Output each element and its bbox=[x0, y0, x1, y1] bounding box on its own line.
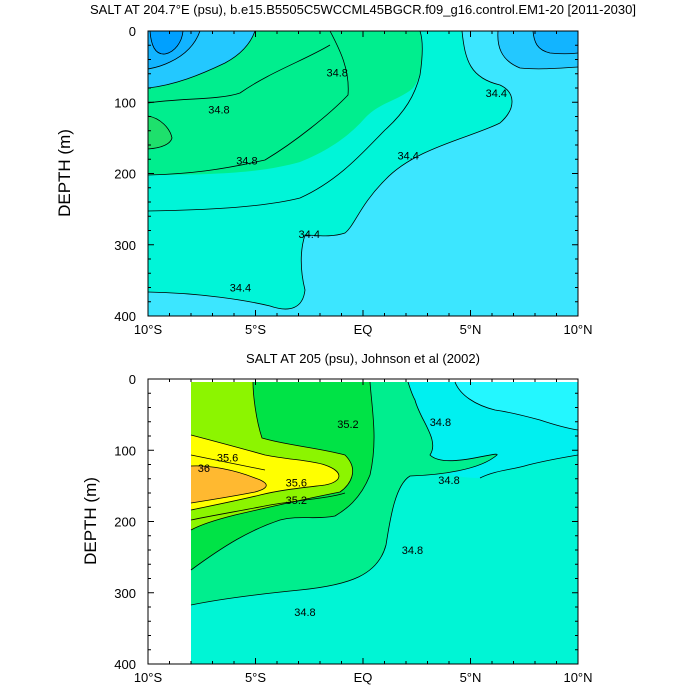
x-tick-label: EQ bbox=[354, 670, 373, 685]
contour-label: 35.6 bbox=[217, 452, 238, 464]
top-contour-labels: 34.8 34.8 34.8 34.4 34.4 34.4 34.4 bbox=[208, 67, 507, 294]
top-y-axis-label: DEPTH (m) bbox=[55, 129, 74, 217]
contour-label: 34.4 bbox=[397, 151, 418, 163]
y-tick-label: 400 bbox=[114, 657, 136, 672]
x-tick-label: 10°N bbox=[563, 670, 592, 685]
y-tick-label: 300 bbox=[114, 586, 136, 601]
y-tick-label: 200 bbox=[114, 515, 136, 530]
bottom-contour-line bbox=[190, 381, 354, 531]
bottom-contour-line bbox=[190, 492, 346, 521]
top-contour-line bbox=[148, 31, 423, 212]
bottom-axes: 10°S 5°S EQ 5°N 10°N 0 100 200 300 400 bbox=[114, 372, 592, 685]
x-tick-label: 10°S bbox=[134, 322, 163, 337]
contour-label: 34.4 bbox=[230, 283, 251, 295]
top-contour-line bbox=[497, 31, 578, 70]
bottom-contour-labels: 35.2 34.8 35.6 36 35.6 35.2 34.8 34.8 34.8 bbox=[198, 417, 460, 619]
contour-label: 34.8 bbox=[438, 475, 459, 487]
top-panel-title: SALT AT 204.7°E (psu), b.e15.B5505C5WCCM… bbox=[90, 2, 636, 17]
y-tick-label: 100 bbox=[114, 95, 136, 110]
bottom-contour-lines bbox=[190, 381, 578, 606]
top-contour-line bbox=[148, 31, 349, 176]
y-tick-label: 100 bbox=[114, 443, 136, 458]
y-tick-label: 0 bbox=[129, 24, 136, 39]
contour-label: 34.4 bbox=[299, 229, 320, 241]
x-tick-label: 10°N bbox=[563, 322, 592, 337]
contour-label: 34.8 bbox=[208, 104, 229, 116]
y-tick-label: 400 bbox=[114, 309, 136, 324]
top-contour-line bbox=[148, 115, 173, 150]
bottom-contour-fill bbox=[148, 379, 578, 664]
y-tick-label: 0 bbox=[129, 372, 136, 387]
y-tick-label: 300 bbox=[114, 238, 136, 253]
top-contour-line bbox=[149, 31, 184, 55]
x-tick-label: 10°S bbox=[134, 670, 163, 685]
bottom-y-axis-label: DEPTH (m) bbox=[81, 477, 100, 565]
top-contour-line bbox=[148, 44, 331, 104]
top-fill-green bbox=[148, 116, 172, 149]
bottom-contour-line bbox=[454, 381, 578, 431]
contour-label: 34.8 bbox=[236, 156, 257, 168]
contour-label: 35.2 bbox=[286, 495, 307, 507]
contour-label: 35.2 bbox=[337, 419, 358, 431]
top-contour-line bbox=[148, 31, 513, 310]
bottom-contour-line bbox=[190, 434, 340, 511]
contour-label: 34.4 bbox=[486, 88, 507, 100]
top-contour-fill bbox=[148, 31, 578, 316]
x-tick-label: EQ bbox=[354, 322, 373, 337]
top-fill-blue-right-2 bbox=[533, 31, 578, 54]
contour-label: 36 bbox=[198, 463, 210, 475]
contour-label: 35.6 bbox=[286, 477, 307, 489]
x-tick-label: 5°N bbox=[460, 322, 482, 337]
x-tick-label: 5°N bbox=[460, 670, 482, 685]
contour-label: 34.8 bbox=[402, 545, 423, 557]
bottom-contour-line bbox=[479, 454, 578, 479]
top-contour-line bbox=[148, 31, 201, 70]
bottom-contour-line bbox=[190, 381, 498, 606]
bottom-fill-orange bbox=[191, 465, 267, 503]
bottom-contour-line bbox=[190, 465, 267, 504]
bottom-fill-cyan-light bbox=[455, 382, 578, 430]
bottom-contour-line bbox=[190, 454, 266, 471]
top-contour-lines bbox=[148, 31, 578, 310]
bottom-panel-title: SALT AT 205 (psu), Johnson et al (2002) bbox=[246, 351, 480, 366]
top-axes: 10°S 5°S EQ 5°N 10°N 0 100 200 300 400 bbox=[114, 24, 592, 337]
contour-label: 34.8 bbox=[430, 417, 451, 429]
y-tick-label: 200 bbox=[114, 167, 136, 182]
top-contour-line bbox=[148, 31, 256, 89]
x-tick-label: 5°S bbox=[245, 322, 266, 337]
x-tick-label: 5°S bbox=[245, 670, 266, 685]
top-panel: SALT AT 204.7°E (psu), b.e15.B5505C5WCCM… bbox=[55, 2, 636, 337]
contour-label: 34.8 bbox=[294, 607, 315, 619]
top-contour-line bbox=[532, 31, 578, 55]
bottom-panel: SALT AT 205 (psu), Johnson et al (2002) bbox=[81, 351, 593, 685]
contour-label: 34.8 bbox=[326, 67, 347, 79]
bottom-contour-line bbox=[190, 381, 375, 571]
